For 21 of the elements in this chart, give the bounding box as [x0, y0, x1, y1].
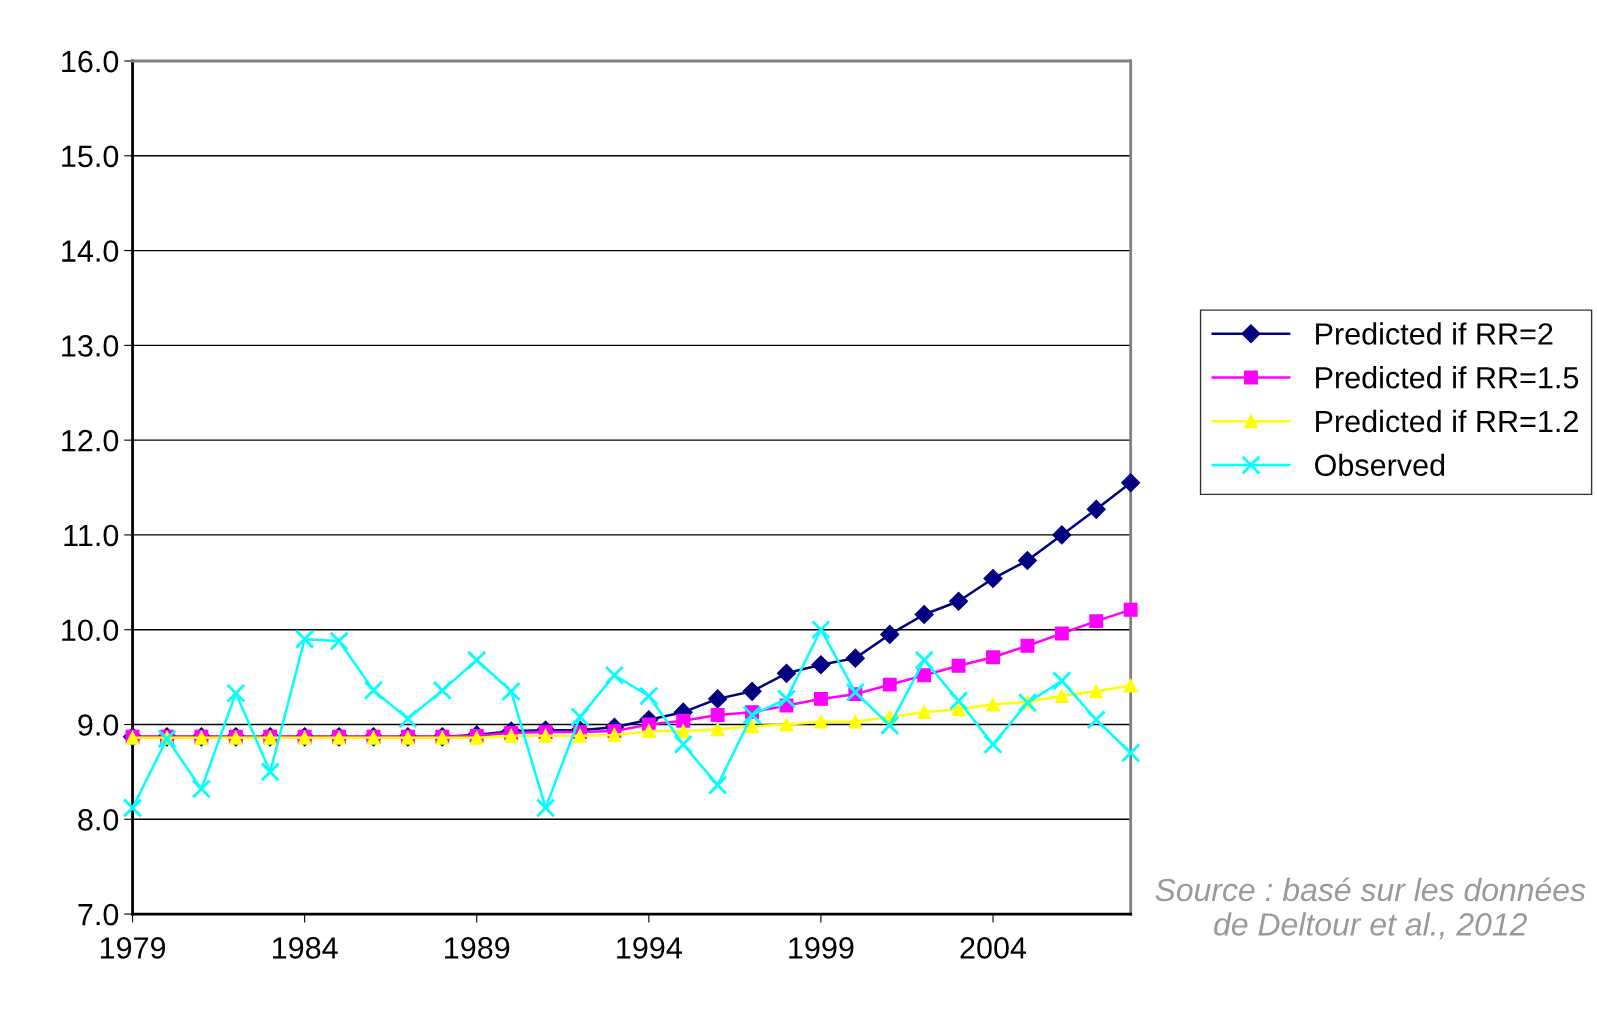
legend-label: Predicted if RR=1.2 [1316, 409, 1578, 433]
x-tick-label: 1984 [272, 937, 338, 959]
legend-label: Observed [1315, 453, 1445, 477]
y-tick-label: 10.0 [62, 619, 119, 642]
y-tick-label: 8.0 [78, 809, 119, 831]
x-tick-label: 2004 [960, 937, 1027, 959]
x-tick-label: 1989 [445, 937, 510, 959]
legend-label: Predicted if RR=2 [1316, 322, 1553, 345]
x-tick-label: 1999 [789, 937, 854, 959]
x-tick-label: 1994 [617, 937, 682, 959]
x-tick-label: 1979 [100, 937, 166, 959]
y-tick-label: 12.0 [62, 429, 119, 452]
y-tick-label: 13.0 [62, 335, 119, 357]
y-tick-label: 15.0 [62, 145, 119, 168]
legend-label: Predicted if RR=1.5 [1316, 366, 1579, 389]
y-tick-label: 11.0 [64, 524, 119, 547]
y-tick-label: 16.0 [62, 50, 119, 73]
y-tick-label: 9.0 [78, 714, 119, 736]
y-tick-label: 7.0 [78, 903, 119, 926]
source-note: Source : basé sur les données de Deltour et al., 2012 [1155, 877, 1586, 940]
y-tick-label: 14.0 [62, 240, 119, 262]
